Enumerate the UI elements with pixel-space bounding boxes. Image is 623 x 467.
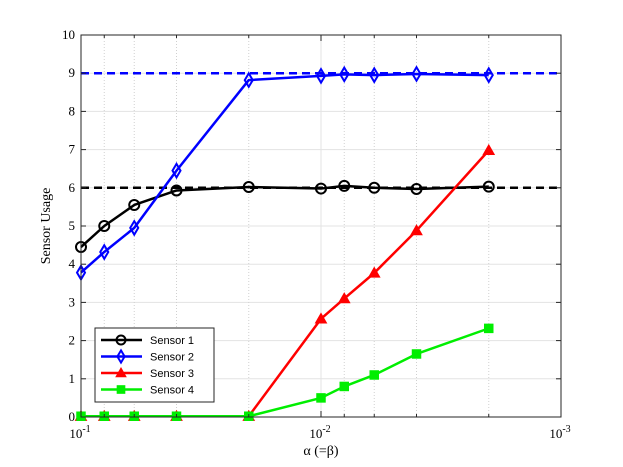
data-point-square — [339, 381, 350, 392]
x-axis-label: α (=β) — [303, 444, 339, 459]
series-line — [80, 184, 489, 248]
data-point-diamond — [129, 219, 140, 237]
y-tick-label: 9 — [69, 65, 76, 80]
y-tick-label: 4 — [69, 256, 76, 271]
series-line — [81, 327, 490, 418]
data-point-square — [116, 385, 126, 394]
legend-entry: Sensor 1 — [101, 334, 194, 347]
x-tick-label: 10-3 — [549, 424, 570, 441]
x-tick-label: 10-1 — [69, 424, 90, 441]
y-tick-label: 10 — [62, 27, 75, 42]
data-point-diamond — [99, 243, 110, 261]
x-tick-label: 10-2 — [309, 424, 330, 441]
data-point-diamond — [171, 161, 182, 180]
data-point-square — [316, 393, 326, 403]
data-point-square — [484, 323, 494, 334]
series-line — [80, 72, 489, 274]
series-group — [74, 65, 496, 421]
data-point-triangle — [337, 292, 351, 304]
data-point-diamond — [339, 65, 350, 84]
legend-label: Sensor 4 — [150, 385, 194, 397]
axis-ticks — [80, 34, 562, 418]
y-tick-labels: 0 1 2 3 4 5 6 7 8 9 10 — [62, 27, 76, 424]
data-point-square — [369, 370, 379, 380]
legend-entry: Sensor 2 — [101, 348, 194, 365]
y-tick-label: 5 — [69, 218, 76, 233]
legend-label: Sensor 1 — [150, 335, 194, 347]
y-tick-label: 7 — [69, 142, 76, 157]
data-point-circle — [98, 220, 111, 232]
y-axis-label: Sensor Usage — [39, 188, 54, 265]
y-tick-label: 3 — [69, 294, 76, 309]
data-point-circle — [338, 179, 351, 192]
legend-label: Sensor 3 — [150, 368, 194, 380]
data-point-circle — [115, 334, 127, 346]
data-point-circle — [242, 181, 255, 194]
y-tick-label: 2 — [69, 333, 76, 348]
data-point-circle — [368, 181, 381, 194]
data-point-diamond — [411, 65, 422, 83]
y-tick-label: 0 — [69, 409, 76, 424]
legend-entry: Sensor 3 — [101, 367, 194, 380]
data-point-square — [411, 349, 422, 359]
series-sensor-2 — [75, 65, 494, 282]
y-tick-label: 8 — [69, 103, 76, 118]
data-point-triangle — [482, 143, 496, 155]
x-tick-labels: 10-1 10-2 10-3 — [69, 424, 570, 441]
data-point-diamond — [483, 66, 494, 84]
legend-label: Sensor 2 — [150, 352, 194, 364]
data-point-triangle — [115, 367, 127, 378]
data-point-triangle — [314, 312, 328, 324]
y-tick-label: 1 — [69, 371, 76, 386]
y-tick-label: 6 — [69, 180, 76, 195]
data-point-circle — [315, 182, 327, 195]
data-point-circle — [170, 184, 183, 197]
data-point-circle — [482, 180, 495, 193]
data-point-triangle — [410, 224, 423, 236]
data-point-diamond — [243, 71, 254, 89]
data-point-diamond — [369, 66, 380, 84]
legend: Sensor 1 Sensor 2 Sensor 3 Sensor 4 — [94, 327, 215, 403]
data-point-diamond — [315, 67, 327, 85]
data-point-circle — [410, 182, 423, 195]
data-point-diamond — [116, 348, 126, 365]
data-point-circle — [128, 198, 141, 211]
legend-entry: Sensor 4 — [101, 385, 194, 397]
data-point-triangle — [367, 266, 381, 278]
